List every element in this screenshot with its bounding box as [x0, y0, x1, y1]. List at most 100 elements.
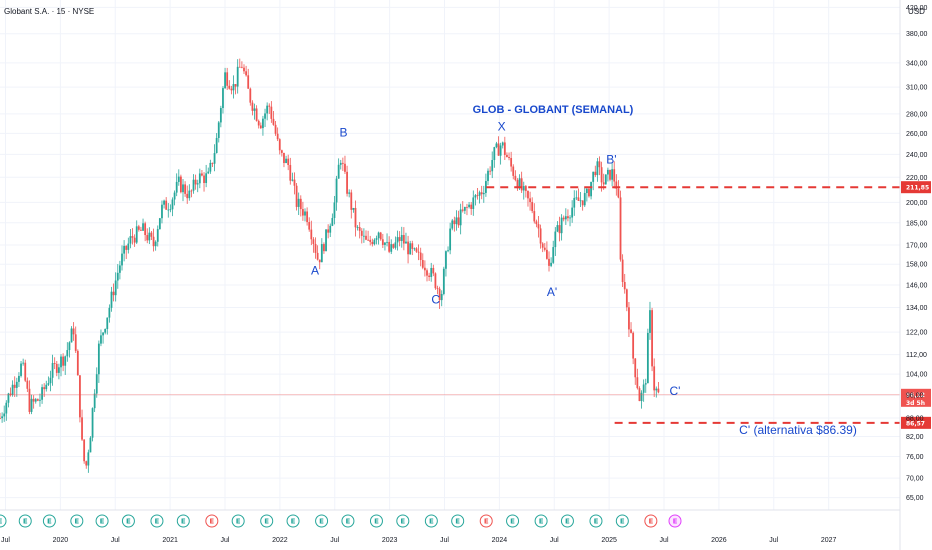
candle-body: [417, 251, 420, 253]
candle-body: [337, 164, 340, 179]
candle-body: [607, 169, 609, 175]
grid-lines: [0, 0, 900, 510]
earnings-badge-circle: [205, 514, 219, 528]
candle-body: [325, 229, 327, 252]
candle-body: [272, 118, 275, 125]
price-tick-label: 82,00: [906, 434, 924, 441]
candle-body: [546, 249, 548, 259]
price-axis[interactable]: 420,00 380,00 340,00 310,00 280,00 260,00 240,…: [906, 5, 928, 502]
candle-body: [167, 209, 170, 211]
candle-body: [615, 181, 618, 189]
level-price-label: 86,57: [906, 420, 925, 427]
candle-body: [472, 197, 475, 209]
candle-body: [301, 209, 304, 216]
candle-body: [251, 102, 254, 111]
candle-body: [394, 242, 397, 248]
candle-body: [560, 217, 563, 234]
candle-body: [171, 199, 174, 210]
candle-body: [529, 198, 531, 203]
candle-body: [293, 179, 296, 186]
candle-body: [495, 143, 498, 148]
candle-body: [320, 244, 323, 263]
candle-body: [636, 377, 639, 389]
candle-body: [205, 173, 208, 183]
candle-body: [375, 238, 378, 240]
earnings-badge-letter: E: [74, 518, 79, 526]
candle-body: [360, 230, 363, 236]
price-tick-label: 122,00: [906, 330, 928, 337]
candle-body: [335, 178, 338, 203]
candle-body: [550, 262, 553, 266]
candle-body: [232, 84, 235, 91]
candle-body: [356, 227, 359, 228]
candle-body: [201, 173, 203, 176]
candle-body: [81, 417, 83, 440]
wave-label: B: [340, 125, 348, 139]
candle-body: [97, 343, 100, 375]
candle-body: [5, 402, 8, 414]
earnings-badge-letter: E: [236, 518, 241, 526]
time-tick-label: Jul: [221, 537, 230, 544]
candle-body: [388, 241, 391, 252]
candle-body: [266, 105, 269, 114]
candle-body: [642, 384, 645, 393]
earnings-event-icon: E: [0, 514, 7, 528]
earnings-badge-circle: [479, 514, 493, 528]
candle-body: [327, 229, 330, 233]
candle-body: [182, 184, 184, 193]
candle-body: [110, 291, 113, 308]
candle-body: [196, 183, 199, 185]
candle-body: [611, 169, 614, 180]
time-tick-label: 2022: [272, 537, 288, 544]
earnings-badge-circle: [668, 514, 682, 528]
candle-body: [424, 267, 426, 271]
earnings-badge-letter: E: [539, 518, 544, 526]
candle-body: [556, 225, 559, 232]
candle-body: [34, 399, 37, 402]
time-axis[interactable]: Jul 2020 Jul 2021 Jul 2022 Jul 2023 Jul 2024 Jul 20…: [1, 537, 837, 544]
earnings-badge-circle: [506, 514, 520, 528]
time-tick-label: Jul: [111, 537, 120, 544]
candle-body: [1, 416, 4, 419]
candle-body: [230, 88, 233, 91]
earnings-badge-circle: [644, 514, 658, 528]
price-tick-label: 70,00: [906, 476, 924, 483]
candle-body: [350, 192, 353, 210]
candle-body: [449, 228, 452, 251]
candle-body: [468, 204, 470, 208]
earnings-event-icon: E: [396, 514, 410, 528]
candle-body: [384, 242, 386, 245]
candle-body: [137, 226, 140, 230]
time-tick-label: Jul: [1, 537, 10, 544]
candle-body: [175, 181, 178, 193]
earnings-badge-circle: [286, 514, 300, 528]
candle-body: [249, 88, 252, 103]
earnings-badge-circle: [369, 514, 383, 528]
earnings-event-icon: E: [176, 514, 190, 528]
price-tick-label: 185,00: [906, 220, 928, 227]
candle-body: [653, 366, 656, 391]
candle-body: [508, 157, 510, 158]
price-tick-label: 380,00: [906, 31, 928, 38]
candle-body: [39, 399, 41, 401]
candle-body: [657, 388, 660, 393]
candle-body: [306, 211, 309, 223]
earnings-badge-circle: [341, 514, 355, 528]
candle-body: [579, 200, 582, 202]
time-tick-label: 2024: [492, 537, 508, 544]
earnings-badge-circle: [260, 514, 274, 528]
candle-body: [47, 383, 50, 385]
symbol-legend[interactable]: Globant S.A. · 15 · NYSE: [4, 7, 94, 16]
candle-body: [243, 67, 245, 72]
candle-body: [270, 106, 273, 119]
candle-body: [257, 120, 260, 126]
candle-body: [184, 184, 187, 194]
candle-body: [457, 217, 460, 226]
time-tick-label: Jul: [550, 537, 559, 544]
candle-body: [510, 157, 513, 167]
candle-body: [24, 362, 27, 381]
candle-body: [209, 162, 212, 172]
candle-body: [489, 170, 492, 172]
candle-body: [15, 381, 18, 388]
